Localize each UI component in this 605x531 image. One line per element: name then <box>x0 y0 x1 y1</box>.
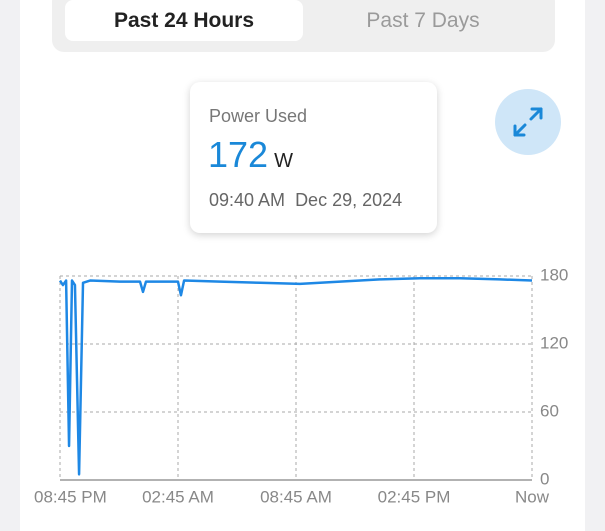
card-title: Power Used <box>209 106 308 126</box>
y-tick-label: 60 <box>540 401 559 420</box>
tab[interactable]: Past 7 Days <box>366 9 480 32</box>
x-tick-label: 08:45 PM <box>34 487 107 506</box>
expand-button[interactable] <box>495 89 561 155</box>
tab-bar: Past 24 Hours Past 7 Days <box>52 0 555 52</box>
line <box>58 277 533 476</box>
x-tick-label: 02:45 PM <box>378 487 451 506</box>
x-tick-label: 08:45 AM <box>260 487 332 506</box>
y-tick-label: 180 <box>540 265 568 284</box>
card-time: 09:40 AM <box>209 190 286 210</box>
expand-icon <box>513 107 543 137</box>
x-tick-label: Now <box>515 487 550 506</box>
card-value-row: 172 W <box>208 134 293 176</box>
y-tick-label: 0 <box>540 469 549 488</box>
card-timestamp: 09:40 AM Dec 29, 2024 <box>209 190 402 211</box>
card-unit: W <box>274 150 293 172</box>
card-value: 172 <box>208 134 269 175</box>
tooltip-card: Power Used 172 W 09:40 AM Dec 29, 2024 <box>190 82 437 233</box>
y-tick-label: 120 <box>540 333 568 352</box>
x-tick-label: 02:45 AM <box>142 487 214 506</box>
card-date: Dec 29, 2024 <box>295 190 403 210</box>
tab[interactable]: Past 24 Hours <box>65 0 303 41</box>
